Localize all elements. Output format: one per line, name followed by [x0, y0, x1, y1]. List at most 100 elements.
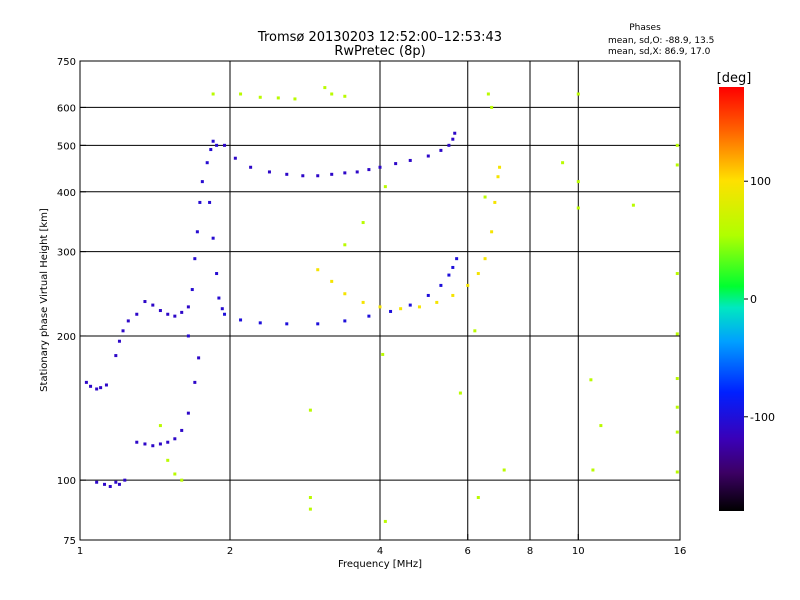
chart-subtitle: RwPretec (8p): [334, 44, 425, 59]
data-point: [195, 230, 199, 234]
data-point: [173, 472, 177, 476]
data-point: [180, 478, 184, 482]
data-point: [223, 143, 227, 147]
data-point: [104, 383, 108, 387]
data-point: [599, 424, 603, 428]
x-tick-label: 16: [674, 546, 687, 557]
data-point: [490, 105, 494, 109]
data-point: [114, 480, 118, 484]
colorbar: [719, 87, 744, 511]
data-point: [293, 97, 297, 101]
phase-stats-x: mean, sd,X: 86.9, 17.0: [608, 47, 711, 57]
data-point: [95, 387, 99, 391]
data-point: [408, 158, 412, 162]
data-point: [355, 170, 359, 174]
y-tick-label: 300: [57, 248, 76, 259]
x-tick-label: 6: [465, 546, 471, 557]
data-point: [308, 495, 312, 499]
data-point: [316, 174, 320, 178]
data-point: [180, 310, 184, 314]
data-point: [486, 92, 490, 96]
data-point: [151, 303, 155, 307]
data-point: [493, 200, 497, 204]
x-axis-ticks: 1 2 4 6 8 10 16: [77, 534, 687, 557]
data-point: [367, 168, 371, 172]
data-point: [367, 314, 371, 318]
y-tick-label: 400: [57, 188, 76, 199]
data-point: [476, 272, 480, 276]
data-point: [675, 332, 679, 336]
data-point: [447, 273, 451, 277]
data-point: [126, 319, 130, 323]
data-point: [197, 356, 201, 360]
data-point: [408, 303, 412, 307]
data-point: [193, 380, 197, 384]
data-point: [208, 200, 212, 204]
x-tick-label: 8: [527, 546, 533, 557]
y-tick-label: 75: [63, 536, 76, 547]
data-point: [108, 484, 112, 488]
data-point: [135, 312, 139, 316]
data-point: [455, 257, 459, 261]
data-point: [285, 322, 289, 326]
data-point: [233, 156, 237, 160]
data-point: [117, 339, 121, 343]
data-point: [186, 305, 190, 309]
y-tick-label: 100: [57, 476, 76, 487]
data-point: [473, 329, 477, 333]
data-point: [330, 279, 334, 283]
data-point: [435, 300, 439, 304]
data-point: [186, 411, 190, 415]
data-point: [576, 206, 580, 210]
data-point: [490, 230, 494, 234]
grid-lines: [80, 61, 680, 540]
data-point: [151, 444, 155, 448]
data-point: [121, 329, 125, 333]
data-point: [417, 305, 421, 309]
data-point: [198, 200, 202, 204]
data-point: [399, 307, 403, 311]
data-point: [498, 165, 502, 169]
data-point: [447, 143, 451, 147]
data-point: [426, 293, 430, 297]
data-point: [483, 195, 487, 199]
data-point: [186, 334, 190, 338]
data-point: [114, 354, 118, 358]
data-point: [316, 268, 320, 272]
data-point: [217, 296, 221, 300]
data-point: [190, 288, 194, 292]
colorbar-tick-label: 100: [750, 175, 771, 188]
data-point: [675, 405, 679, 409]
data-point: [343, 171, 347, 175]
y-axis-ticks: 75 100 200 300 400 500 600 750: [57, 57, 86, 547]
data-point: [675, 272, 679, 276]
data-point: [239, 92, 243, 96]
data-point: [394, 162, 398, 166]
x-tick-label: 10: [572, 546, 585, 557]
data-point: [166, 440, 170, 444]
data-point: [675, 143, 679, 147]
data-point: [383, 519, 387, 523]
data-point: [330, 172, 334, 176]
data-point: [180, 428, 184, 432]
data-point: [502, 468, 506, 472]
data-point: [451, 137, 455, 141]
data-point: [383, 185, 387, 189]
y-tick-label: 600: [57, 103, 76, 114]
data-point: [675, 163, 679, 167]
y-tick-label: 200: [57, 332, 76, 343]
data-point: [220, 307, 224, 311]
data-point: [158, 424, 162, 428]
colorbar-tick-label: -100: [750, 411, 775, 424]
data-point: [496, 175, 500, 179]
data-point: [451, 293, 455, 297]
data-point: [301, 174, 305, 178]
data-point: [381, 352, 385, 356]
data-point: [361, 221, 365, 225]
colorbar-label: [deg]: [717, 71, 752, 86]
data-point: [276, 96, 280, 100]
data-point: [343, 292, 347, 296]
data-point: [143, 442, 147, 446]
data-point: [123, 478, 127, 482]
